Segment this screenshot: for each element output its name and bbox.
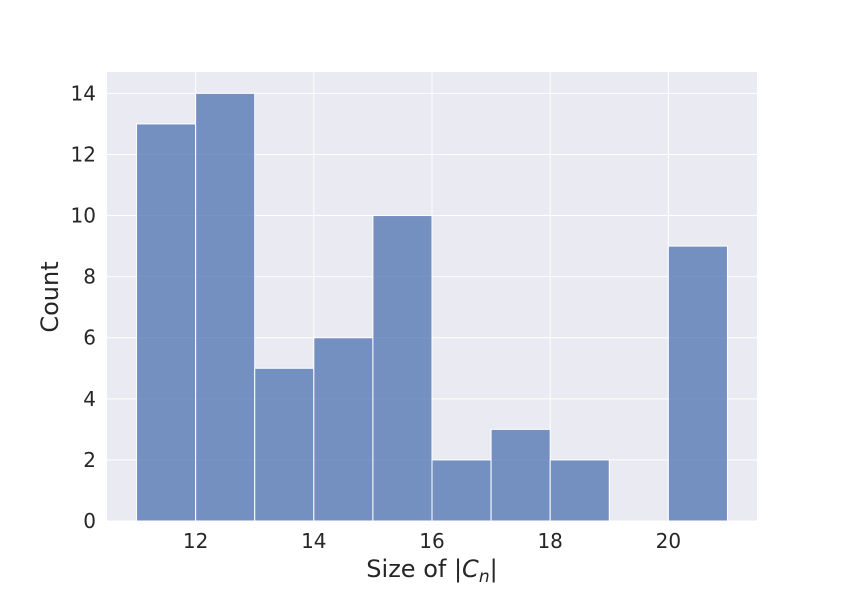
histogram-bar (490, 428, 551, 522)
y-tick-label: 2 (83, 448, 96, 472)
x-tick-label: 18 (537, 529, 562, 553)
histogram-bars (136, 92, 728, 522)
y-tick-labels: 0 2 4 6 8 10 12 14 (71, 81, 96, 533)
x-tick-labels: 12 14 16 18 20 (183, 529, 681, 553)
y-tick-label: 8 (83, 265, 96, 289)
histogram-bar (372, 215, 433, 522)
histogram-bar (254, 367, 315, 522)
y-tick-label: 4 (83, 387, 96, 411)
x-tick-label: 16 (419, 529, 444, 553)
y-tick-label: 14 (71, 81, 96, 105)
x-tick-label: 12 (183, 529, 208, 553)
histogram-bar (313, 337, 374, 522)
x-tick-label: 20 (656, 529, 681, 553)
histogram-bar (667, 245, 728, 522)
y-tick-label: 12 (71, 142, 96, 166)
y-tick-label: 6 (83, 326, 96, 350)
y-tick-label: 10 (71, 204, 96, 228)
y-tick-label: 0 (83, 509, 96, 533)
histogram-bar (549, 459, 610, 522)
histogram-bar (136, 123, 197, 522)
histogram-bar (195, 92, 256, 522)
histogram-bar (431, 459, 492, 522)
x-tick-label: 14 (301, 529, 326, 553)
y-axis-label: Count (36, 261, 64, 332)
x-axis-label: Size of |Cn| (366, 555, 497, 587)
